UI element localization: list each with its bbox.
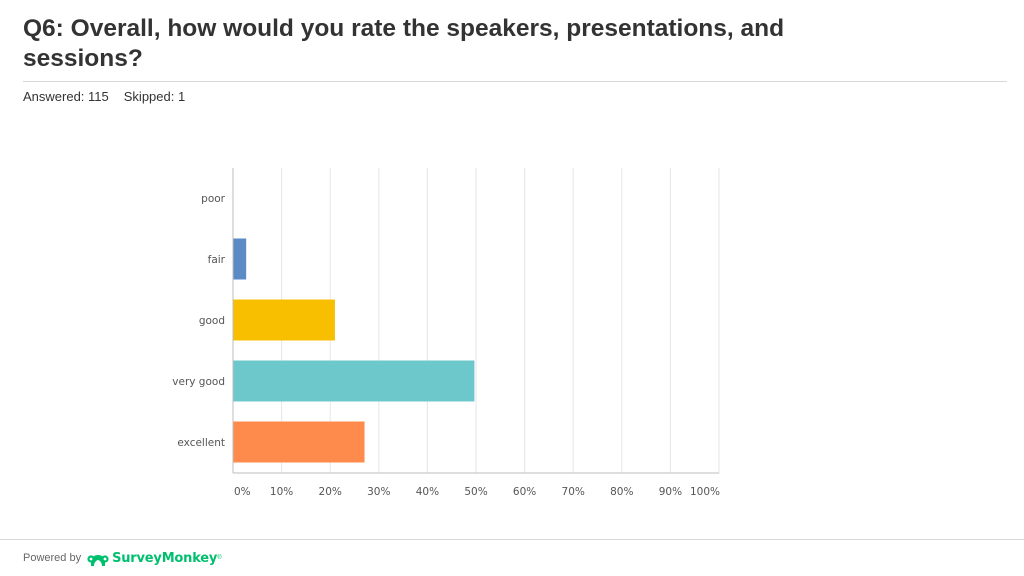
trademark-symbol: ® <box>217 555 222 561</box>
question-title: Q6: Overall, how would you rate the spea… <box>23 15 785 72</box>
category-label: poor <box>201 193 226 205</box>
x-tick-label: 70% <box>562 486 585 498</box>
x-tick-label: 40% <box>416 486 439 498</box>
category-label: fair <box>208 254 226 266</box>
bar-excellent <box>233 421 365 463</box>
category-label: excellent <box>177 437 225 449</box>
x-tick-label: 0% <box>234 486 251 498</box>
x-tick-label: 20% <box>319 486 342 498</box>
bar-good <box>233 299 335 341</box>
footer-divider <box>0 539 1024 540</box>
header-divider <box>23 81 1007 82</box>
x-tick-label: 50% <box>464 486 487 498</box>
answered-count: Answered: 115 <box>23 89 109 104</box>
x-tick-label: 30% <box>367 486 390 498</box>
surveymonkey-logo-icon <box>87 555 109 566</box>
category-label: very good <box>172 376 225 388</box>
bar-fair <box>233 238 247 280</box>
bar-very-good <box>233 360 475 402</box>
surveymonkey-logo-text: SurveyMonkey <box>112 550 218 566</box>
x-tick-label: 80% <box>610 486 633 498</box>
x-tick-label: 10% <box>270 486 293 498</box>
x-tick-label: 90% <box>659 486 682 498</box>
skipped-count: Skipped: 1 <box>123 89 186 104</box>
response-stats: Answered: 115 Skipped: 1 <box>23 89 185 105</box>
x-tick-label: 60% <box>513 486 536 498</box>
surveymonkey-logo: SurveyMonkey ® <box>87 549 222 567</box>
footer: Powered by SurveyMonkey ® <box>23 549 222 567</box>
category-label: good <box>199 315 225 327</box>
powered-by-label: Powered by <box>23 552 82 564</box>
x-tick-label: 100% <box>690 486 720 498</box>
